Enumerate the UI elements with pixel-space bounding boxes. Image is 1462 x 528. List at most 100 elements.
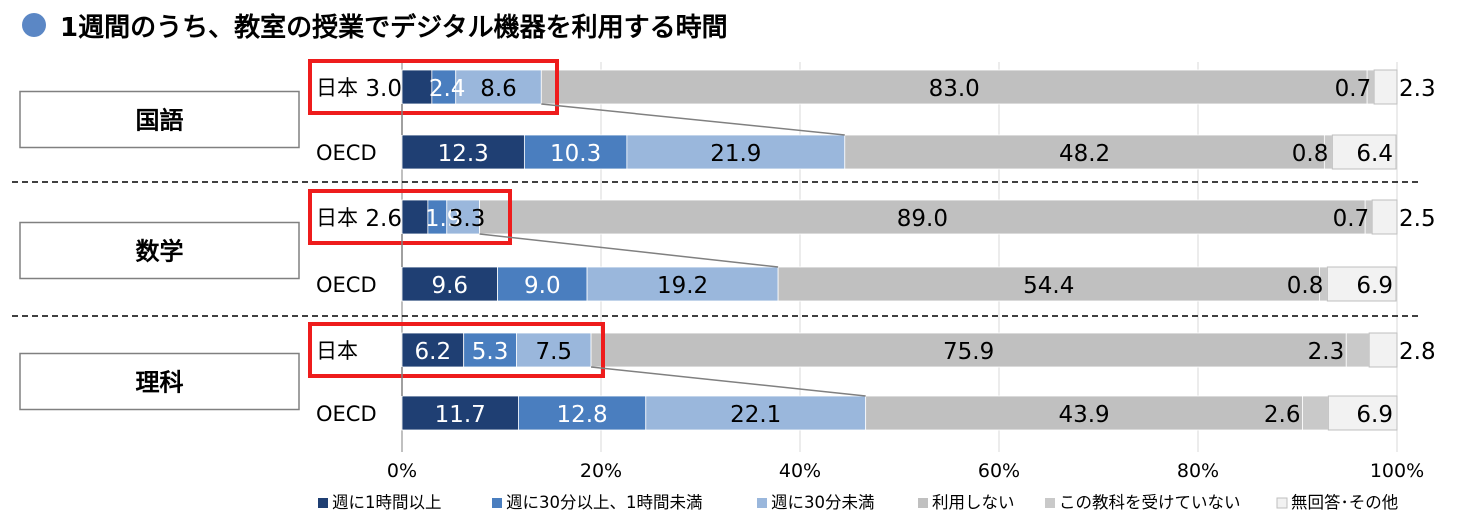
connector-line (590, 366, 866, 397)
legend-label: 利用しない (932, 493, 1015, 512)
highlight-box (308, 322, 605, 378)
bar-segment (1331, 134, 1397, 170)
data-label: 6.9 (1356, 273, 1393, 299)
legend-swatch (1045, 498, 1055, 508)
x-tick-label: 100% (1370, 460, 1424, 482)
bar-segment (645, 395, 867, 431)
data-label: 2.3 (1399, 76, 1436, 102)
data-label: 0.7 (1335, 76, 1372, 102)
bar-segment (446, 199, 481, 235)
data-label: 2.8 (1399, 339, 1436, 365)
bar-segment (401, 332, 465, 368)
x-tick-label: 0% (387, 460, 417, 482)
data-label: 12.3 (438, 141, 489, 167)
row-label: 日本 (316, 339, 358, 363)
title-bullet-icon (22, 13, 46, 37)
subject-box (19, 90, 300, 149)
data-label: 11.7 (435, 402, 486, 428)
data-label: 7.5 (535, 339, 572, 365)
data-label: 2.5 (1399, 206, 1436, 232)
bar-segment (401, 395, 519, 431)
data-label: 83.0 (929, 76, 980, 102)
bar-segment (844, 134, 1325, 170)
bar-segment (1326, 266, 1397, 302)
data-label: 6.4 (1356, 141, 1393, 167)
data-label: 43.9 (1058, 402, 1109, 428)
highlight-box (308, 189, 512, 245)
legend-swatch (757, 498, 767, 508)
data-label: 2.3 (1308, 339, 1345, 365)
bar-segment (516, 332, 592, 368)
bar-segment (1302, 395, 1329, 431)
bar-segment (1368, 332, 1398, 368)
bar-segment (1373, 69, 1398, 105)
data-label: 9.6 (431, 273, 468, 299)
legend-item: 無回答･その他 (1276, 493, 1398, 512)
data-label: 54.4 (1023, 273, 1074, 299)
subject-label: 国語 (136, 107, 184, 135)
data-label: 1.9 (425, 206, 462, 232)
data-label: 3.0 (365, 76, 402, 102)
bar-segment (865, 395, 1303, 431)
data-label: 2.6 (365, 206, 402, 232)
subject-box (19, 352, 300, 411)
bar-segment (401, 134, 525, 170)
row-label: OECD (316, 402, 377, 426)
data-label: 8.6 (480, 76, 517, 102)
legend-label: 無回答･その他 (1291, 493, 1398, 512)
bar-segment (590, 332, 1347, 368)
data-label: 5.3 (472, 339, 509, 365)
subject-label: 理科 (136, 369, 184, 397)
legend-item: 週に30分未満 (757, 493, 875, 512)
legend-swatch (1276, 497, 1288, 509)
data-label: 0.7 (1333, 206, 1370, 232)
data-label: 0.8 (1287, 273, 1324, 299)
legend-swatch (492, 498, 502, 508)
legend-label: 週に1時間以上 (332, 493, 442, 512)
highlight-box (308, 59, 559, 115)
data-label: 10.3 (550, 141, 601, 167)
bar-segment (479, 199, 1366, 235)
x-tick-label: 60% (978, 460, 1020, 482)
legend-item: この教科を受けていない (1045, 493, 1241, 512)
data-label: 48.2 (1059, 141, 1110, 167)
chart-title: 1週間のうち、教室の授業でデジタル機器を利用する時間 (60, 12, 728, 43)
x-tick-label: 40% (779, 460, 821, 482)
row-label: OECD (316, 273, 377, 297)
data-label: 6.2 (415, 339, 452, 365)
bar-segment (1345, 332, 1370, 368)
data-label: 9.0 (524, 273, 561, 299)
bar-segment (401, 266, 498, 302)
subject-box (19, 221, 300, 280)
data-label: 0.8 (1292, 141, 1329, 167)
data-label: 6.9 (1356, 402, 1393, 428)
data-label: 22.1 (730, 402, 781, 428)
legend-swatch (918, 498, 928, 508)
legend: 週に1時間以上 週に30分以上、1時間未満 週に30分未満 利用しない この教科を受けて… (318, 493, 1398, 512)
bar-segment (777, 266, 1320, 302)
data-label: 2.6 (1264, 402, 1301, 428)
row-label: 日本 (316, 206, 358, 230)
data-label: 21.9 (710, 141, 761, 167)
legend-label: 週に30分以上、1時間未満 (506, 493, 703, 512)
bar-segment (1371, 199, 1398, 235)
data-label: 89.0 (897, 206, 948, 232)
legend-label: 週に30分未満 (771, 493, 875, 512)
legend-item: 週に30分以上、1時間未満 (492, 493, 703, 512)
connector-line (479, 233, 779, 268)
data-label: 75.9 (943, 339, 994, 365)
row-label: 日本 (316, 76, 358, 100)
row-label: OECD (316, 141, 377, 165)
data-label: 12.8 (556, 402, 607, 428)
connector-line (541, 103, 845, 136)
data-label: 19.2 (657, 273, 708, 299)
bar-segment (540, 69, 1368, 105)
x-tick-label: 20% (580, 460, 622, 482)
bar-segment (586, 266, 779, 302)
subject-label: 数学 (136, 238, 184, 266)
bar-segment (401, 199, 429, 235)
legend-item: 週に1時間以上 (318, 493, 442, 512)
legend-item: 利用しない (918, 493, 1015, 512)
bar-segment (1327, 395, 1398, 431)
